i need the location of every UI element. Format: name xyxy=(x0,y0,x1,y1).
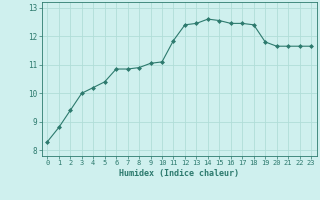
X-axis label: Humidex (Indice chaleur): Humidex (Indice chaleur) xyxy=(119,169,239,178)
